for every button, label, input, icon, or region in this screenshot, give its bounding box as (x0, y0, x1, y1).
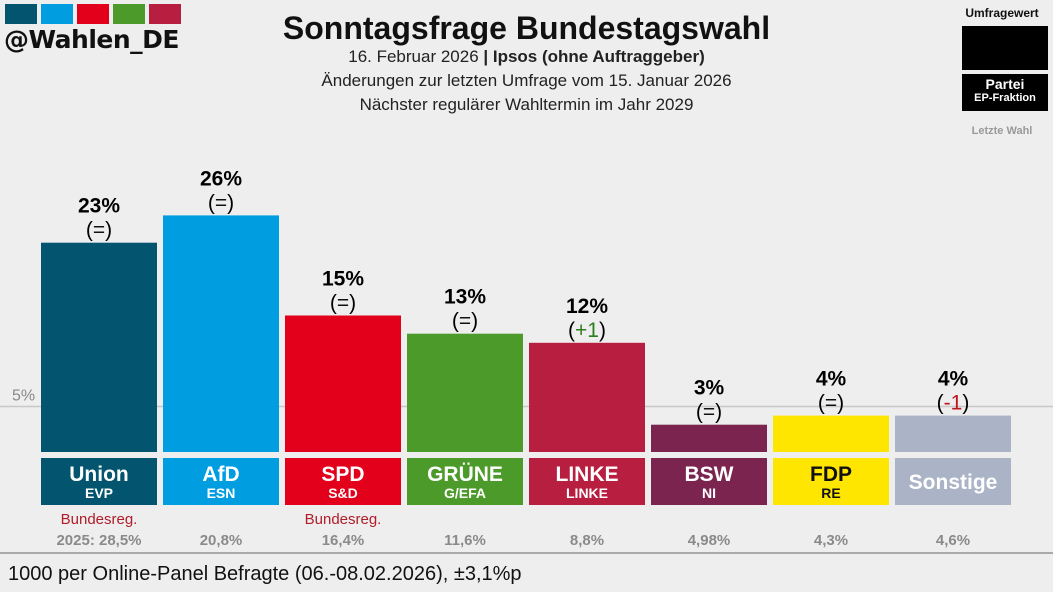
government-label: Bundesreg. (305, 511, 382, 528)
legend-party-box: Partei EP-Fraktion (962, 74, 1048, 111)
bar-union (41, 242, 157, 452)
last-election-value: 4,98% (688, 532, 731, 549)
value-label: 15% (322, 268, 364, 291)
logo-square (149, 4, 181, 24)
logo-square (113, 4, 145, 24)
value-label: 26% (200, 167, 242, 190)
legend-party: Partei (985, 76, 1025, 92)
logo-square (5, 4, 37, 24)
value-label: 4% (938, 368, 969, 391)
party-name: FDP (810, 463, 852, 486)
party-box (773, 458, 889, 505)
bar-afd (163, 215, 279, 452)
party-name: AfD (202, 463, 239, 486)
party-fraction: ESN (207, 485, 236, 501)
legend-value-box (962, 26, 1048, 70)
change-label: (=) (208, 191, 234, 214)
last-election-value: 16,4% (322, 532, 365, 549)
change-label: (=) (86, 219, 112, 242)
party-name: Sonstige (909, 471, 998, 494)
logo-squares (5, 4, 181, 24)
party-fraction: G/EFA (444, 485, 486, 501)
last-election-value: 4,6% (936, 532, 970, 549)
party-name: GRÜNE (427, 463, 503, 486)
reference-label: 5% (12, 388, 35, 405)
change-label: (+1) (568, 319, 606, 342)
change-label: (=) (452, 310, 478, 333)
party-name: BSW (685, 463, 734, 486)
footer-note: 1000 per Online-Panel Befragte (06.-08.0… (8, 563, 522, 585)
value-label: 12% (566, 295, 608, 318)
bar-grüne (407, 333, 523, 452)
bar-spd (285, 315, 401, 452)
bar-bsw (651, 424, 767, 452)
party-fraction: NI (702, 485, 716, 501)
value-label: 23% (78, 195, 120, 218)
value-label: 13% (444, 286, 486, 309)
handle: @Wahlen_DE (4, 25, 180, 54)
value-label: 3% (694, 377, 725, 400)
last-election-value: 20,8% (200, 532, 243, 549)
logo-square (41, 4, 73, 24)
last-election-value: 4,3% (814, 532, 848, 549)
party-fraction: EVP (85, 485, 113, 501)
last-election-value: 2025: 28,5% (56, 532, 141, 549)
party-box (651, 458, 767, 505)
party-fraction: S&D (328, 485, 358, 501)
institute: Ipsos (ohne Auftraggeber) (492, 47, 705, 66)
party-fraction: LINKE (566, 485, 608, 501)
party-name: LINKE (556, 463, 619, 486)
change-label: (-1) (937, 392, 970, 415)
party-box (407, 458, 523, 505)
date: 16. Februar 2026 (348, 47, 479, 66)
party-name: SPD (321, 463, 364, 486)
separator: | (478, 47, 493, 66)
party-box (285, 458, 401, 505)
next-election: Nächster regulärer Wahltermin im Jahr 20… (359, 95, 694, 114)
bar-linke (529, 342, 645, 452)
chart-title: Sonntagsfrage Bundestagswahl (282, 10, 771, 46)
legend-fraction: EP-Fraktion (974, 92, 1036, 104)
change-label: (=) (818, 392, 844, 415)
legend-last: Letzte Wahl (971, 125, 1033, 137)
government-label: Bundesreg. (61, 511, 138, 528)
last-election-value: 8,8% (570, 532, 604, 549)
logo-square (77, 4, 109, 24)
changes-note: Änderungen zur letzten Umfrage vom 15. J… (321, 71, 732, 90)
change-label: (=) (330, 292, 356, 315)
legend-value-label: Umfragewert (965, 6, 1039, 20)
value-label: 4% (816, 368, 847, 391)
party-box (895, 458, 1011, 505)
party-box (529, 458, 645, 505)
party-fraction: RE (821, 485, 840, 501)
change-label: (=) (696, 401, 722, 424)
divider (0, 552, 1053, 554)
party-box (41, 458, 157, 505)
party-name: Union (69, 463, 128, 486)
last-election-value: 11,6% (444, 532, 486, 549)
party-box (163, 458, 279, 505)
bar-sonstige (895, 415, 1011, 452)
subtitle: 16. Februar 2026 | Ipsos (ohne Auftragge… (0, 47, 1053, 67)
bar-fdp (773, 415, 889, 452)
